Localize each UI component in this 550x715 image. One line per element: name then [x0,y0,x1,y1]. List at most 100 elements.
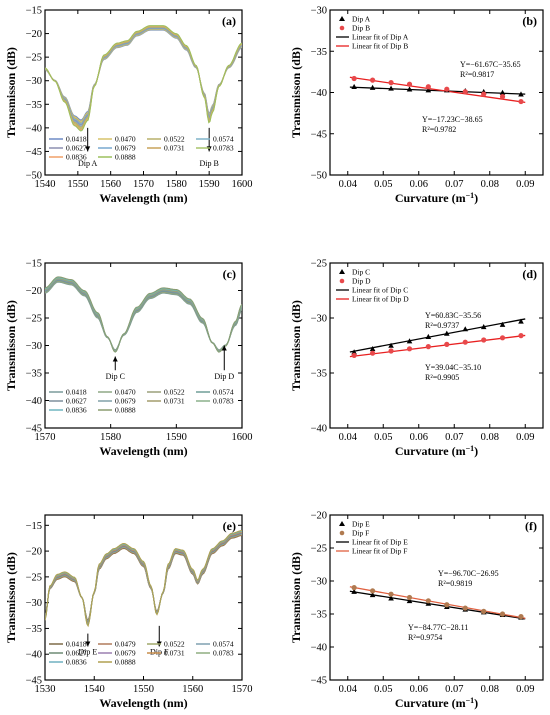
y-tick-label: −35 [311,47,327,58]
data-point-1-4 [425,84,431,90]
y-tick-label: −45 [26,147,42,158]
data-point-1-9 [518,614,524,620]
data-point-0-2 [388,85,394,91]
x-tick-label: 1540 [35,179,56,190]
data-point-1-2 [388,348,394,354]
x-axis-title-sup: −1 [466,696,475,705]
x-tick-label: 1600 [232,179,253,190]
fit-r2-1: R²=0.9819 [438,579,472,588]
legend-label-0: Dip A [352,15,371,24]
y-tick-label: −30 [26,598,42,609]
y-tick-label: −30 [311,6,327,17]
spectrum-curve-9 [45,530,242,628]
legend-label-0: 0.0418 [66,640,87,649]
legend-label-2: 0.0522 [164,135,185,144]
legend-fit-label-1: Linear fit of Dip B [352,42,408,51]
y-tick-label: −40 [311,88,327,99]
data-point-1-0 [351,585,357,591]
spectrum-curve-9 [45,276,242,353]
fit-line-1 [349,76,526,104]
data-point-1-0 [351,352,357,358]
fit-line-0 [349,86,526,95]
legend-label-3: 0.0574 [213,640,234,649]
legend-label-3: 0.0574 [213,135,234,144]
y-tick-label: −25 [311,259,327,270]
y-axis-title: Transmisson (dB) [289,47,303,138]
data-point-1-8 [499,94,506,100]
x-tick-label: 1590 [166,432,187,443]
y-tick-label: −15 [26,259,42,270]
legend-label-5: 0.0679 [115,397,136,406]
x-tick-label: 0.08 [481,179,499,190]
legend-label-1: 0.0479 [115,640,136,649]
data-point-1-9 [518,333,524,339]
legend-label-9: 0.0888 [115,658,136,667]
legend: 0.0418 0.0470 0.0522 0.0574 0.0627 0.0679 0.07… [49,135,234,162]
legend-label-1: Dip B [352,24,370,33]
x-tick-label: 0.07 [445,684,463,695]
x-tick-label: 1580 [166,179,187,190]
legend-label-0: Dip C [352,268,370,277]
x-tick-label: 1540 [84,684,105,695]
x-axis-title-sup: −1 [466,444,475,453]
y-tick-label: −50 [311,171,327,182]
x-tick-label: 0.04 [339,684,358,695]
data-point-1-5 [444,86,450,92]
dip-arrowhead-0 [85,146,91,152]
x-tick-label: 0.04 [339,432,358,443]
dip-label-1: Dip B [199,159,218,168]
fit-equation-0: Y=60.83C−35.56 [425,311,481,320]
x-axis-title-end: ) [474,696,478,710]
legend-label-0: Dip E [352,520,370,529]
data-point-0-7 [480,324,487,330]
x-axis-title: Wavelength (nm) [99,191,187,205]
legend-fit-label-1: Linear fit of Dip F [352,547,407,556]
spectrum-curve-8 [45,530,242,627]
legend-marker-1 [339,530,345,536]
y-tick-label: −40 [26,123,42,134]
data-point-1-4 [425,598,431,604]
data-point-0-6 [462,326,469,332]
legend-label-5: 0.0679 [115,649,136,658]
chart-panel-5: 0.04 0.05 0.06 0.07 0.08 0.09 −20 −25 −30 −35 −40 −… [289,511,544,710]
y-tick-label: −35 [311,610,327,621]
spectrum-curve-3 [45,279,242,352]
fit-r2-0: R²=0.9782 [422,125,456,134]
x-axis-title-main: Curvature (m [395,191,466,205]
x-tick-label: 1550 [67,179,88,190]
panel-label: (f) [525,519,537,533]
y-tick-label: −45 [311,676,327,687]
y-tick-label: −45 [311,129,327,140]
panel-label: (d) [522,267,537,281]
legend-label-4: 0.0627 [66,144,87,153]
y-tick-label: −20 [26,29,42,40]
data-point-0-3 [406,598,413,604]
data-point-0-8 [499,89,506,95]
spectrum-curve-8 [45,25,242,131]
legend-label-9: 0.0888 [115,153,136,162]
legend-marker-0 [339,16,345,21]
fit-r2-0: R²=0.9737 [425,321,459,330]
legend-label-7: 0.0783 [213,397,234,406]
legend-label-3: 0.0574 [213,388,234,397]
plot-frame [329,262,544,429]
dip-label-1: Dip F [150,648,169,657]
x-axis-title-end: ) [474,444,478,458]
y-tick-label: −15 [26,6,42,17]
spectrum-curve-1 [45,280,242,351]
dip-label-0: Dip A [78,159,98,168]
data-point-0-1 [369,84,376,90]
chart-panel-3: 0.04 0.05 0.06 0.07 0.08 0.09 −25 −30 −35 −40 Curv… [289,259,544,458]
x-tick-label: 0.09 [516,179,534,190]
dip-label-1: Dip D [214,372,234,381]
spectrum-curve-0 [45,281,242,351]
legend-marker-1 [339,278,345,284]
y-axis-title: Transmisson (dB) [289,300,303,391]
x-axis-title: Wavelength (nm) [99,444,187,458]
y-tick-label: −35 [26,100,42,111]
data-point-1-7 [481,91,487,97]
panel-label: (c) [223,267,236,281]
fit-r2-1: R²=0.9817 [460,70,494,79]
